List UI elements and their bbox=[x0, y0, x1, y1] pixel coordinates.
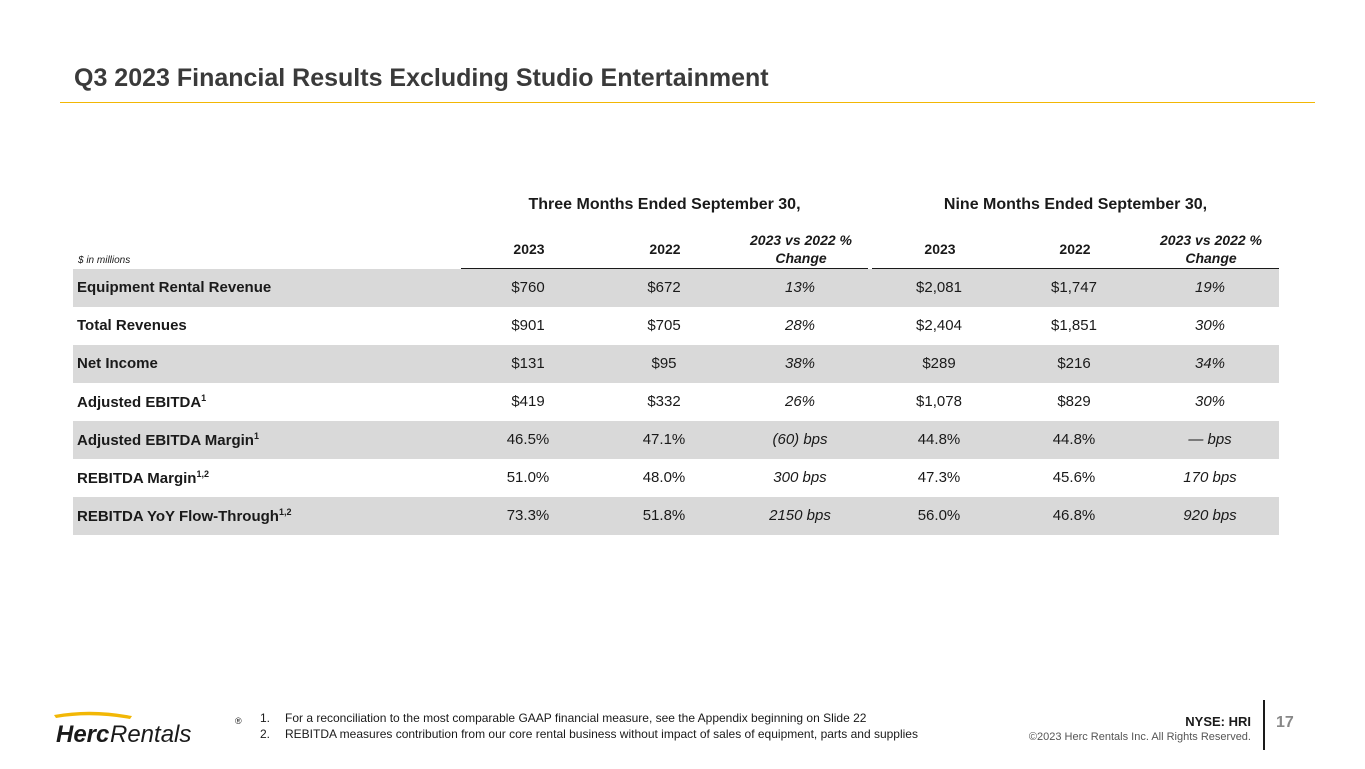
cell-n-2022: 44.8% bbox=[1052, 431, 1096, 448]
footnote-number: 2. bbox=[260, 727, 271, 741]
group-header-nine-months: Nine Months Ended September 30, bbox=[943, 196, 1208, 213]
cell-n-2022: $829 bbox=[1057, 393, 1091, 410]
cell-q-2023: $760 bbox=[511, 279, 545, 296]
footer-divider bbox=[1263, 700, 1265, 750]
col-header-n-change-line2: Change bbox=[1185, 250, 1237, 266]
col-header-q-change-line1: 2023 vs 2022 % bbox=[750, 232, 852, 248]
cell-q-chg: 300 bps bbox=[773, 469, 827, 486]
cell-q-2023: 51.0% bbox=[506, 469, 550, 486]
cell-n-2023: 44.8% bbox=[917, 431, 961, 448]
page-number: 17 bbox=[1276, 714, 1294, 731]
cell-n-chg: 170 bps bbox=[1183, 469, 1237, 486]
cell-n-chg: — bps bbox=[1188, 431, 1232, 448]
cell-q-chg: 38% bbox=[784, 355, 816, 372]
cell-n-chg: 30% bbox=[1194, 317, 1226, 334]
cell-n-2022: 46.8% bbox=[1052, 507, 1096, 524]
units-note: $ in millions bbox=[78, 255, 131, 266]
col-header-q-2022: 2022 bbox=[649, 241, 681, 257]
cell-q-chg: 26% bbox=[784, 393, 816, 410]
cell-n-chg: 920 bps bbox=[1183, 507, 1237, 524]
footnote-ref: 1 bbox=[253, 431, 259, 441]
row-label: Equipment Rental Revenue bbox=[77, 279, 271, 296]
cell-q-chg: 28% bbox=[784, 317, 816, 334]
cell-q-2023: $419 bbox=[511, 393, 545, 410]
cell-q-2022: $95 bbox=[651, 355, 677, 372]
footnote-ref: 1 bbox=[201, 393, 207, 403]
cell-q-2023: $131 bbox=[511, 355, 545, 372]
row-label: Total Revenues bbox=[77, 317, 187, 334]
cell-q-2023: 46.5% bbox=[506, 431, 550, 448]
logo-word-herc: Herc bbox=[56, 721, 109, 748]
title-divider bbox=[60, 102, 1315, 103]
cell-n-2022: $1,851 bbox=[1051, 317, 1097, 334]
footnote-item: 1. For a reconciliation to the most compa… bbox=[260, 710, 918, 726]
row-label-text: Net Income bbox=[77, 355, 158, 372]
table-row: REBITDA Margin1,2 51.0% 48.0% 300 bps 47.3% 4… bbox=[73, 459, 1279, 497]
herc-rentals-logo: Herc Rentals ® bbox=[54, 711, 242, 748]
stock-ticker: NYSE: HRI bbox=[1185, 714, 1251, 729]
footnote-item: 2. REBITDA measures contribution from our… bbox=[260, 726, 918, 742]
cell-q-2022: 51.8% bbox=[642, 507, 686, 524]
cell-n-chg: 34% bbox=[1194, 355, 1226, 372]
row-label: Adjusted EBITDA1 bbox=[77, 393, 206, 411]
row-label-text: REBITDA Margin bbox=[77, 470, 197, 487]
footnote-number: 1. bbox=[260, 711, 271, 725]
page-title: Q3 2023 Financial Results Excluding Stud… bbox=[74, 64, 769, 92]
cell-n-2023: $2,404 bbox=[916, 317, 962, 334]
col-header-n-2022: 2022 bbox=[1059, 241, 1091, 257]
logo-word-rentals: Rentals bbox=[110, 721, 191, 748]
cell-q-2022: 47.1% bbox=[642, 431, 686, 448]
cell-q-2022: $705 bbox=[647, 317, 681, 334]
table-row: Total Revenues $901 $705 28% $2,404 $1,851 30% bbox=[73, 307, 1279, 345]
cell-q-2022: $672 bbox=[647, 279, 681, 296]
table-row: Net Income $131 $95 38% $289 $216 34% bbox=[73, 345, 1279, 383]
cell-n-2023: 56.0% bbox=[917, 507, 961, 524]
logo-registered-mark: ® bbox=[235, 716, 242, 726]
footnote-ref: 1,2 bbox=[278, 507, 292, 517]
row-label-text: REBITDA YoY Flow-Through bbox=[77, 508, 279, 525]
row-label-text: Adjusted EBITDA bbox=[77, 394, 202, 411]
results-table: Equipment Rental Revenue $760 $672 13% $2,08… bbox=[73, 269, 1279, 535]
cell-n-2023: $2,081 bbox=[916, 279, 962, 296]
cell-n-2023: 47.3% bbox=[917, 469, 961, 486]
row-label: REBITDA Margin1,2 bbox=[77, 469, 209, 487]
cell-n-chg: 30% bbox=[1194, 393, 1226, 410]
col-header-n-2023: 2023 bbox=[924, 241, 956, 257]
table-row: Adjusted EBITDA1 $419 $332 26% $1,078 $829 30% bbox=[73, 383, 1279, 421]
cell-q-2022: $332 bbox=[647, 393, 681, 410]
group-header-three-months: Three Months Ended September 30, bbox=[528, 196, 801, 213]
table-row: Equipment Rental Revenue $760 $672 13% $2,08… bbox=[73, 269, 1279, 307]
table-row: Adjusted EBITDA Margin1 46.5% 47.1% (60) bp… bbox=[73, 421, 1279, 459]
row-label: Net Income bbox=[77, 355, 158, 372]
table-row: REBITDA YoY Flow-Through1,2 73.3% 51.8% 215… bbox=[73, 497, 1279, 535]
cell-q-2022: 48.0% bbox=[642, 469, 686, 486]
cell-n-2022: 45.6% bbox=[1052, 469, 1096, 486]
cell-n-2022: $216 bbox=[1057, 355, 1091, 372]
footnotes: 1. For a reconciliation to the most compa… bbox=[260, 710, 918, 742]
col-header-q-change-line2: Change bbox=[775, 250, 827, 266]
row-label-text: Total Revenues bbox=[77, 317, 187, 334]
cell-q-chg: 13% bbox=[784, 279, 816, 296]
row-label-text: Adjusted EBITDA Margin bbox=[77, 432, 254, 449]
cell-q-chg: 2150 bps bbox=[769, 507, 831, 524]
cell-n-2022: $1,747 bbox=[1051, 279, 1097, 296]
footnote-text: REBITDA measures contribution from our c… bbox=[285, 727, 918, 741]
cell-q-2023: 73.3% bbox=[506, 507, 550, 524]
footnote-ref: 1,2 bbox=[196, 469, 209, 479]
row-label-text: Equipment Rental Revenue bbox=[77, 279, 272, 296]
cell-n-chg: 19% bbox=[1194, 279, 1226, 296]
logo-swoosh bbox=[54, 711, 132, 719]
copyright-notice: ©2023 Herc Rentals Inc. All Rights Reser… bbox=[1028, 731, 1251, 743]
cell-n-2023: $289 bbox=[922, 355, 956, 372]
cell-q-chg: (60) bps bbox=[772, 431, 828, 448]
footnote-text: For a reconciliation to the most compara… bbox=[285, 711, 867, 725]
col-header-q-2023: 2023 bbox=[513, 241, 545, 257]
col-header-q-change: 2023 vs 2022 % Change bbox=[731, 231, 871, 267]
row-label: Adjusted EBITDA Margin1 bbox=[77, 431, 259, 449]
row-label: REBITDA YoY Flow-Through1,2 bbox=[77, 507, 291, 525]
cell-q-2023: $901 bbox=[511, 317, 545, 334]
cell-n-2023: $1,078 bbox=[916, 393, 962, 410]
col-header-n-change-line1: 2023 vs 2022 % bbox=[1160, 232, 1262, 248]
col-header-n-change: 2023 vs 2022 % Change bbox=[1141, 231, 1281, 267]
